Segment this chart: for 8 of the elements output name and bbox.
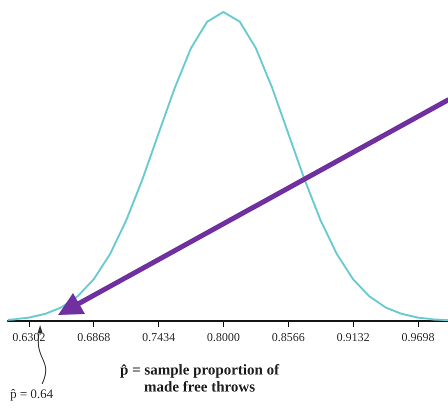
x-tick-label: 0.7434 — [142, 330, 176, 344]
x-tick-label: 0.6868 — [77, 330, 110, 344]
x-tick-label: 0.9698 — [401, 330, 434, 344]
annotation: p̂ = 0.64 — [10, 386, 54, 401]
x-axis-title: p̂ = sample proportion of made free throws — [120, 362, 280, 396]
x-tick-label: 0.8000 — [206, 330, 240, 344]
x-tick-label: 0.8566 — [272, 330, 305, 344]
x-tick-label: 0.9132 — [336, 330, 370, 344]
